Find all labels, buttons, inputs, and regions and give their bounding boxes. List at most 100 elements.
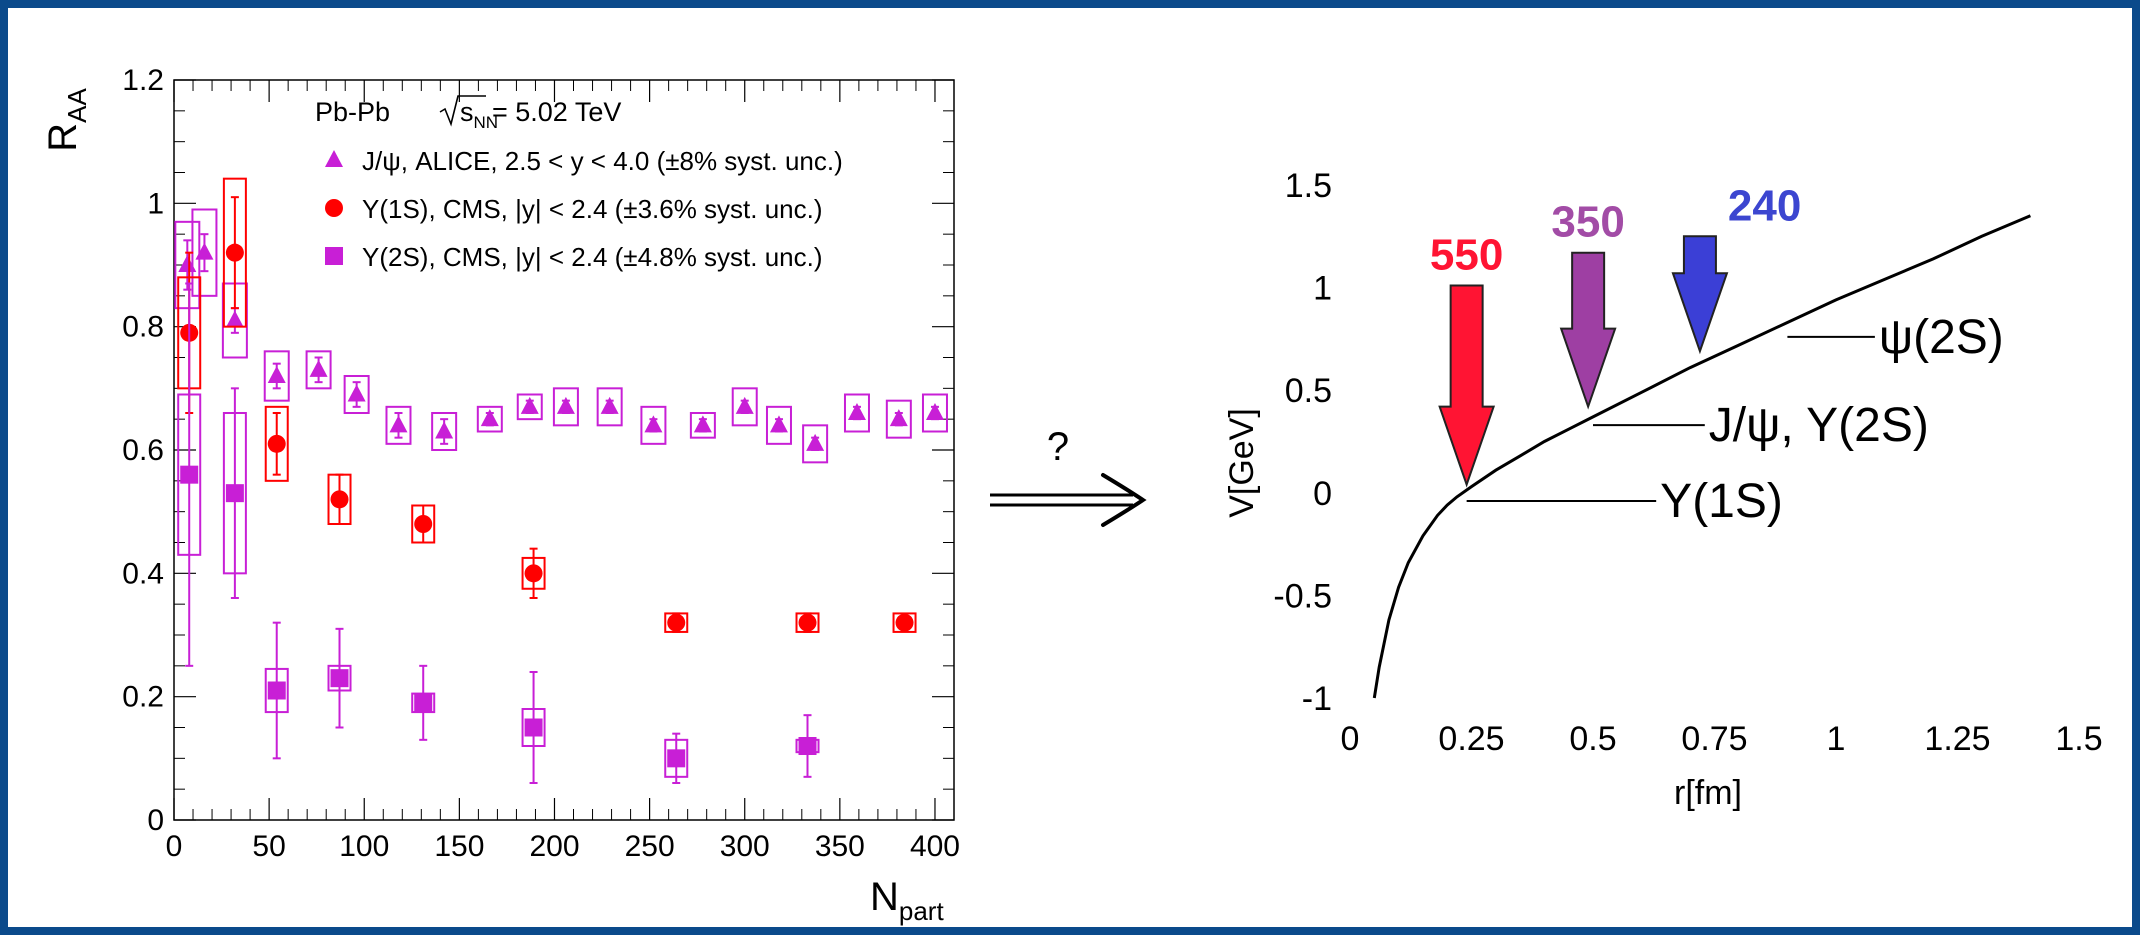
x-tick-label: 0.75 [1681,720,1747,758]
syst-box [305,350,332,390]
data-point [556,396,575,414]
data-point [693,415,712,433]
data-point [520,396,539,414]
y-tick-label: -0.5 [1273,577,1332,615]
legend-marker [325,247,343,265]
x-tick-label: 1.5 [2055,720,2102,758]
double-arrow-icon [990,473,1147,527]
y-tick-label: 0 [1313,475,1332,513]
data-point [330,669,349,688]
data-point [667,749,686,768]
data-point [524,564,543,583]
x-tick-label: 0 [1341,720,1360,758]
temperature-arrow [1559,251,1617,410]
data-point [195,242,214,260]
data-point [267,434,286,453]
syst-box [264,405,289,482]
syst-box [385,405,412,445]
state-label: J/ψ, Υ(2S) [1709,399,1929,452]
y-tick-label: 0.8 [122,311,164,344]
x-tick-label: 200 [529,830,579,863]
y-axis-title: V[GeV] [1223,408,1261,518]
y-tick-label: 0 [147,804,164,837]
potential-curve [1372,214,2031,699]
data-point [667,613,686,632]
syst-box [731,387,758,427]
syst-box [431,412,458,451]
legend-marker [325,199,343,217]
arrow-label: 240 [1728,181,1801,230]
series-1 [177,177,917,633]
data-point [769,415,788,433]
temperature-arrow [1438,284,1496,488]
data-point [225,310,244,328]
data-point [225,243,244,262]
syst-box [802,424,829,464]
syst-box [263,350,290,402]
data-point [267,681,286,700]
arrow-label: 350 [1551,198,1624,247]
legend-entry: J/ψ, ALICE, 2.5 < y < 4.0 (±8% syst. unc… [362,146,843,176]
arrow-label: 550 [1430,231,1503,280]
legend-entry: Υ(2S), CMS, |y| < 2.4 (±4.8% syst. unc.) [362,242,823,272]
data-point [225,484,244,503]
y-tick-label: 1 [147,187,164,220]
x-tick-label: 400 [910,830,960,863]
data-point [178,255,197,272]
data-point [895,613,914,632]
raa-vs-npart-chart: 0 50 100 150 200 250 300 350 400 0 0.2 0.4 0.6 0.8 1 1.… [41,64,960,926]
data-point [798,737,817,755]
y-axis-title: RAA [41,88,92,152]
x-tick-label: 100 [339,830,389,863]
x-tick-label: 250 [625,830,675,863]
data-point [600,396,619,414]
data-point [798,613,817,632]
syst-box [765,405,792,445]
y-tick-label: 1 [1313,270,1332,308]
syst-box [174,220,201,310]
x-tick-label: 1.25 [1924,720,1990,758]
plot-frame [173,79,955,821]
syst-box [516,393,543,421]
data-point [389,415,408,433]
x-axis-title: Npart [870,875,944,926]
syst-box [596,387,623,427]
syst-box [343,375,370,414]
syst-box [640,405,667,445]
data-point [267,366,286,383]
y-tick-label: 0.4 [122,557,164,590]
state-label: ψ(2S) [1879,311,2004,364]
question-mark: ? [1047,425,1069,469]
y-tick-label: 0.6 [122,434,164,467]
legend-marker [325,150,343,167]
figure-frame: 0 50 100 150 200 250 300 350 400 0 0.2 0.4 0.6 0.8 1 1.… [8,8,2132,927]
syst-box [921,393,948,433]
x-tick-label: 1 [1827,720,1846,758]
data-point [330,490,349,509]
legend: Pb-Pb sNN = 5.02 TeV J/ψ, ALICE, 2.5 < y … [315,95,843,272]
data-point [414,515,433,533]
legend-entry: Υ(1S), CMS, |y| < 2.4 (±3.6% syst. unc.) [362,194,823,224]
data-point [480,409,499,427]
syst-box [689,412,716,439]
syst-box [892,612,917,633]
data-point [806,433,825,451]
series-2 [177,282,820,784]
temperature-arrow [1671,235,1729,355]
data-point [414,693,433,712]
x-tick-label: 50 [252,830,285,863]
data-point [925,403,944,420]
x-axis-title: r[fm] [1674,774,1742,812]
data-point [347,384,366,402]
data-point [524,718,543,737]
data-point [644,415,663,433]
syst-box [476,405,503,433]
data-point [180,465,199,484]
y-tick-label: 1.5 [1285,167,1332,205]
y-tick-label: 1.2 [122,64,164,97]
y-tick-label: 0.2 [122,681,164,714]
x-tick-label: 350 [815,830,865,863]
legend-header-rest: = 5.02 TeV [492,97,621,127]
x-tick-label: 150 [434,830,484,863]
data-point [435,421,454,439]
